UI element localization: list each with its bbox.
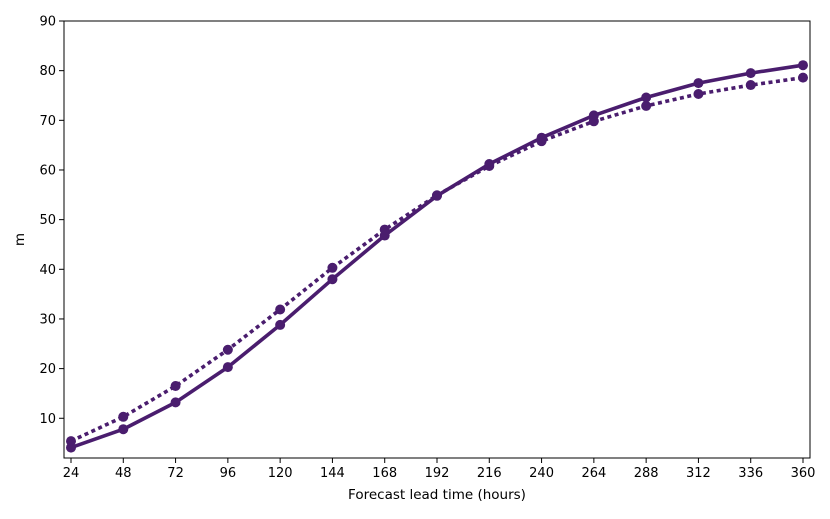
dotted-series-point xyxy=(222,344,233,355)
solid-series-line xyxy=(69,63,805,450)
x-tick-label: 144 xyxy=(320,466,345,481)
y-tick-label: 50 xyxy=(39,213,56,228)
x-tick-label: 192 xyxy=(425,466,450,481)
y-tick-label: 80 xyxy=(39,64,56,79)
x-tick-label: 264 xyxy=(581,466,606,481)
solid-series-point xyxy=(222,362,233,373)
dotted-series-point xyxy=(66,436,76,447)
series-layer xyxy=(66,60,808,453)
x-tick-label: 336 xyxy=(738,466,763,481)
y-tick-label: 40 xyxy=(39,263,56,278)
y-axis-label: m xyxy=(12,233,28,246)
dotted-series-point xyxy=(432,190,442,201)
x-tick-label: 48 xyxy=(115,466,132,481)
x-axis-label: Forecast lead time (hours) xyxy=(348,487,526,503)
x-tick-label: 360 xyxy=(791,466,816,481)
solid-series-point xyxy=(641,92,652,103)
dotted-series-point xyxy=(484,161,495,172)
solid-series-point xyxy=(693,78,704,89)
x-axis-ticks: 24 48 72 96 120 144 168 192 216 240 264 288 312 336 36… xyxy=(63,458,816,481)
dotted-series-point xyxy=(379,224,390,235)
dotted-series-point xyxy=(745,80,756,91)
x-tick-label: 120 xyxy=(268,466,293,481)
solid-series-point xyxy=(327,274,338,285)
x-tick-label: 240 xyxy=(529,466,554,481)
y-tick-label: 10 xyxy=(39,412,56,427)
x-tick-label: 216 xyxy=(477,466,502,481)
x-tick-label: 24 xyxy=(63,466,80,481)
x-tick-label: 96 xyxy=(220,466,237,481)
y-tick-label: 90 xyxy=(39,15,56,30)
dotted-series-point xyxy=(798,72,808,83)
dotted-series-point xyxy=(170,380,181,391)
dotted-series-point xyxy=(536,136,547,147)
y-tick-label: 20 xyxy=(39,362,56,377)
solid-series-point xyxy=(745,68,756,79)
x-tick-label: 312 xyxy=(686,466,711,481)
solid-series-point xyxy=(170,397,181,408)
dotted-series-point xyxy=(275,304,286,315)
x-tick-label: 168 xyxy=(372,466,397,481)
dotted-series-point xyxy=(693,88,704,99)
y-tick-label: 30 xyxy=(39,312,56,327)
y-tick-label: 70 xyxy=(39,114,56,129)
solid-series-point xyxy=(118,424,129,435)
dotted-series-point xyxy=(588,116,599,127)
solid-series-point xyxy=(798,60,808,71)
x-tick-label: 288 xyxy=(634,466,659,481)
x-tick-label: 72 xyxy=(167,466,184,481)
dotted-series-point xyxy=(327,262,338,273)
y-axis-ticks: 10 20 30 40 50 60 70 80 90 xyxy=(39,15,64,427)
dotted-series-point xyxy=(118,411,129,422)
y-tick-label: 60 xyxy=(39,163,56,178)
dotted-series-line xyxy=(70,75,804,443)
dotted-series-point xyxy=(641,100,652,111)
solid-series-point xyxy=(275,319,286,330)
